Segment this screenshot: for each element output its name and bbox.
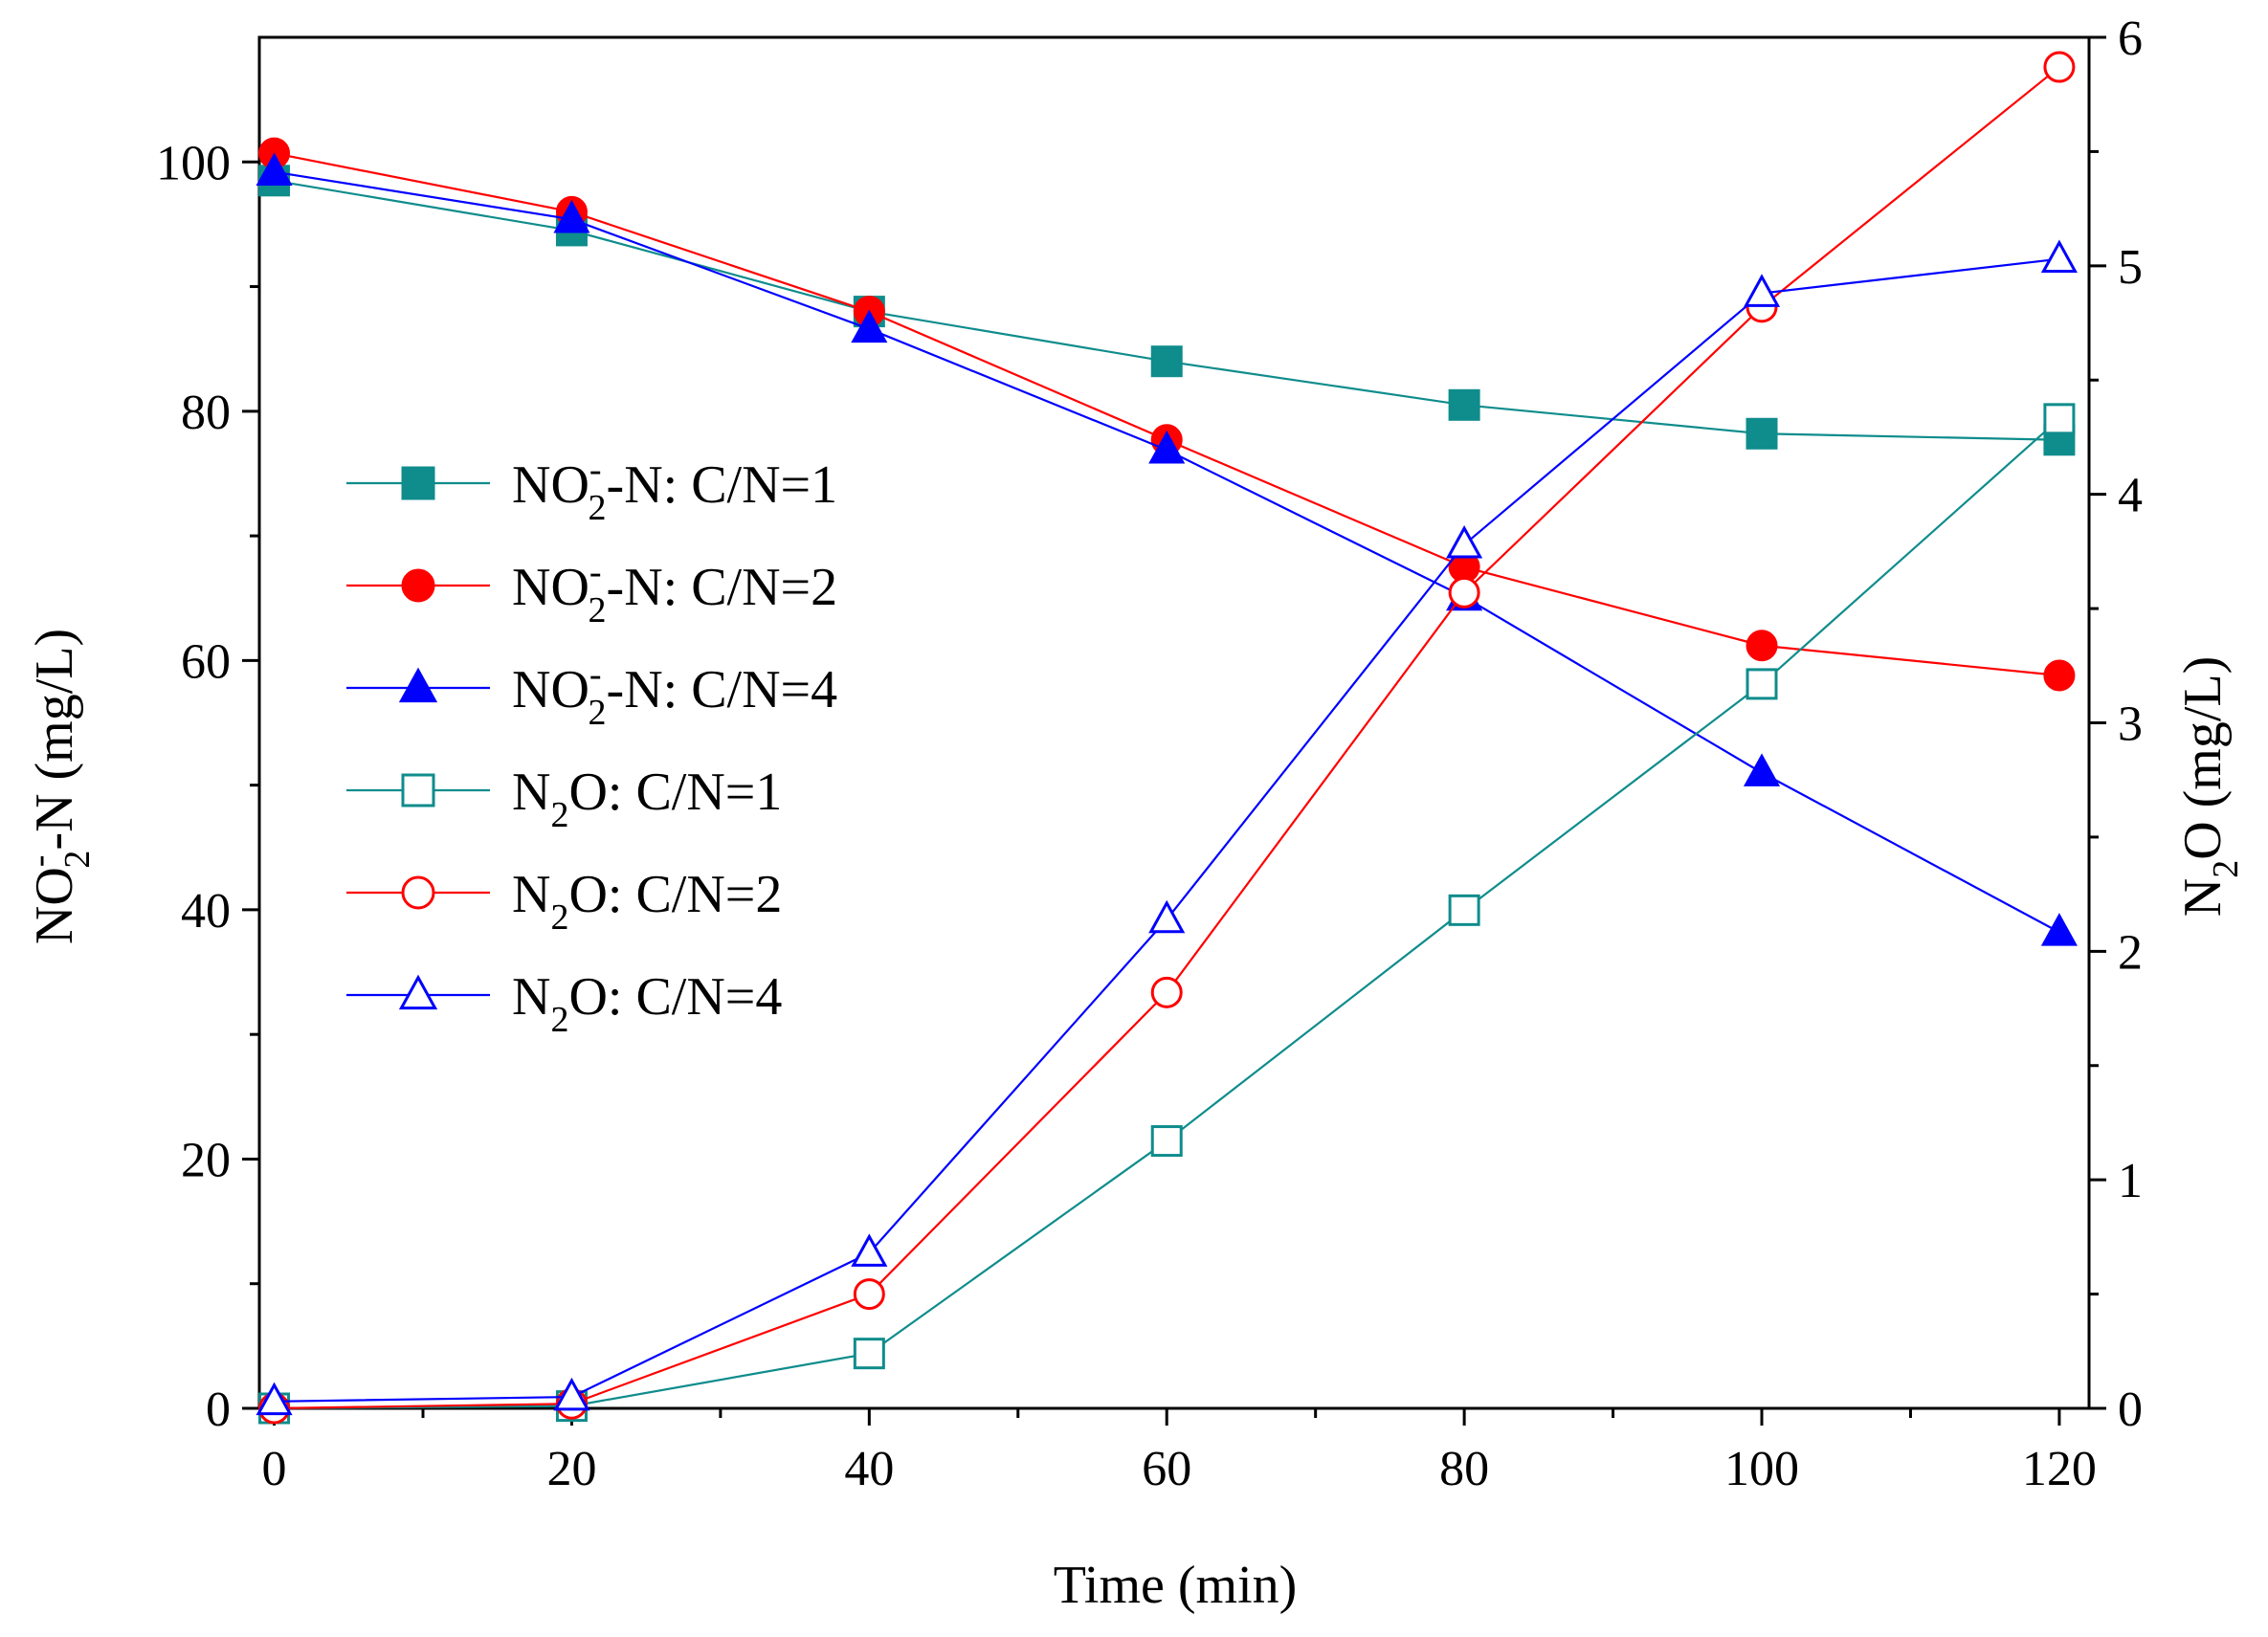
legend-marker [401,568,435,603]
axis-ticks: 0 20 40 60 80 100 120 0 20 40 60 80 100 0 1 2 3 4 5 6 [156,11,2143,1496]
y-left-tick-label: 60 [181,634,231,689]
legend-item-1: NO-2-N: C/N=1 [346,450,837,528]
data-point [2043,403,2076,435]
y-axis-right-title: N2O (mg/L) [2173,656,2246,918]
data-point [2040,913,2078,946]
data-point [1148,430,1186,464]
y-right-tick-label: 6 [2118,11,2143,66]
legend-item-5: N2O: C/N=2 [346,865,782,938]
legend-label: NO-2-N: C/N=2 [512,552,837,630]
x-tick-label: 120 [2022,1442,2097,1496]
data-point [1743,753,1781,786]
legend-label: N2O: C/N=4 [512,967,782,1040]
series-6 [256,239,2078,1416]
data-point [1448,576,1480,608]
y-left-tick-label: 40 [181,884,231,939]
data-point [853,1338,885,1370]
data-point [1150,345,1183,378]
data-point [2043,659,2076,692]
data-point [553,199,590,233]
legend-item-2: NO-2-N: C/N=2 [346,552,837,630]
data-point [853,1278,885,1311]
y-right-tick-label: 2 [2118,925,2143,980]
legend-marker [401,466,435,500]
x-tick-label: 20 [546,1442,596,1496]
data-point [851,1233,888,1267]
legend-item-3: NO-2-N: C/N=4 [346,654,837,733]
legend-label: N2O: C/N=1 [512,763,782,835]
y-right-tick-label: 4 [2118,469,2143,523]
y-left-tick-label: 20 [181,1133,231,1187]
data-point [256,1382,293,1416]
data-point [1745,630,1778,662]
series-line [274,179,2059,441]
data-point [1745,417,1778,450]
legend: NO-2-N: C/N=1 NO-2-N: C/N=2 NO-2-N: C/N=4 N… [346,450,837,1040]
data-point [2043,51,2076,83]
data-point [1446,525,1483,559]
data-point [2040,239,2078,273]
legend-label: NO-2-N: C/N=4 [512,654,837,733]
x-tick-label: 60 [1142,1442,1191,1496]
data-point [1150,1125,1183,1158]
x-tick-label: 100 [1724,1442,1799,1496]
legend-item-6: N2O: C/N=4 [346,967,782,1040]
data-point [256,152,293,187]
svg-text:NO-2-N (mg/L): NO-2-N (mg/L) [19,629,98,944]
data-point [1743,274,1781,307]
y-left-tick-label: 80 [181,386,231,440]
data-point [851,309,888,343]
plot-area [257,35,2091,1410]
y-right-tick-label: 3 [2118,697,2143,752]
y-right-tick-label: 1 [2118,1154,2143,1208]
svg-text:N2O (mg/L): N2O (mg/L) [2173,656,2246,918]
data-point [1745,668,1778,700]
legend-item-4: N2O: C/N=1 [346,763,782,835]
series-3 [256,152,2078,946]
x-tick-label: 80 [1439,1442,1489,1496]
plot-frame [257,35,2091,1410]
legend-marker [401,773,435,807]
series-5 [258,51,2076,1425]
series-1 [258,165,2076,456]
x-tick-label: 0 [262,1442,287,1496]
y-axis-left-title: NO-2-N (mg/L) [19,629,98,944]
data-point [1148,899,1186,934]
x-axis-title: Time (min) [1054,1556,1298,1615]
data-point [1448,388,1480,421]
legend-label: NO-2-N: C/N=1 [512,450,837,528]
y-left-tick-label: 100 [156,136,231,190]
data-point [1150,976,1183,1008]
legend-marker [398,667,438,703]
legend-marker [398,974,438,1010]
y-left-tick-label: 0 [206,1383,231,1437]
legend-label: N2O: C/N=2 [512,865,782,938]
y-right-tick-label: 5 [2118,240,2143,295]
series-line [274,66,2060,1410]
data-point [553,1377,590,1411]
x-tick-label: 40 [844,1442,894,1496]
data-point [1448,894,1480,926]
y-right-tick-label: 0 [2118,1383,2143,1437]
legend-marker [401,875,435,910]
series-lines [256,51,2078,1425]
